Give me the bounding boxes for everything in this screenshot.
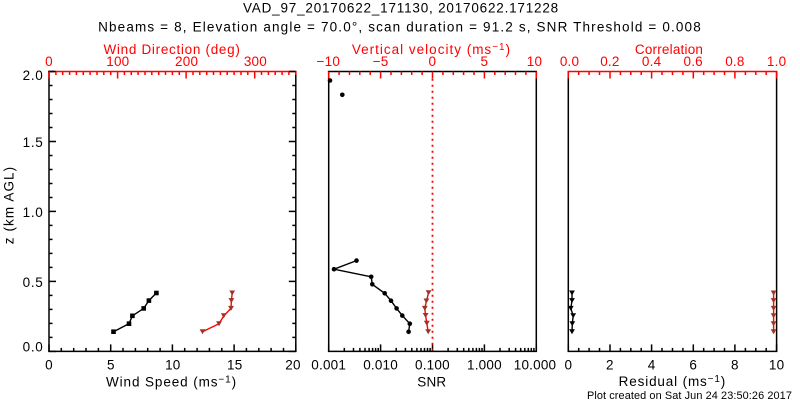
svg-text:300: 300 — [244, 54, 267, 69]
svg-text:0: 0 — [564, 358, 572, 373]
svg-text:4: 4 — [648, 358, 656, 373]
svg-text:2.0: 2.0 — [23, 68, 44, 83]
svg-text:SNR: SNR — [417, 375, 446, 390]
svg-text:5: 5 — [107, 358, 115, 373]
svg-text:10.000: 10.000 — [514, 358, 557, 373]
svg-text:0.6: 0.6 — [684, 54, 703, 69]
svg-text:−10: −10 — [317, 54, 341, 69]
svg-text:200: 200 — [175, 54, 198, 69]
svg-text:0: 0 — [429, 54, 437, 69]
svg-text:10: 10 — [527, 54, 542, 69]
svg-text:0.0: 0.0 — [560, 54, 579, 69]
svg-text:100: 100 — [106, 54, 129, 69]
svg-text:z (km AGL): z (km AGL) — [2, 166, 17, 245]
svg-text:0: 0 — [45, 54, 53, 69]
svg-text:1.0: 1.0 — [767, 54, 786, 69]
svg-text:Plot created on Sat Jun 24 23:: Plot created on Sat Jun 24 23:50:26 2017 — [587, 390, 792, 400]
svg-text:VAD_97_20170622_171130, 201706: VAD_97_20170622_171130, 20170622.171228 — [243, 1, 559, 16]
svg-text:1.0: 1.0 — [23, 205, 44, 220]
svg-text:5: 5 — [481, 54, 489, 69]
svg-text:Vertical velocity (ms−1): Vertical velocity (ms−1) — [352, 42, 511, 57]
svg-text:0.010: 0.010 — [363, 358, 398, 373]
svg-text:10: 10 — [769, 358, 784, 373]
svg-text:0.5: 0.5 — [23, 275, 44, 290]
svg-text:−5: −5 — [373, 54, 389, 69]
svg-text:Residual (ms−1): Residual (ms−1) — [619, 374, 726, 389]
svg-text:Wind Speed (ms−1): Wind Speed (ms−1) — [106, 375, 237, 390]
svg-text:Wind Direction (deg): Wind Direction (deg) — [103, 42, 240, 57]
svg-text:0.001: 0.001 — [311, 358, 346, 373]
svg-text:Correlation: Correlation — [635, 42, 703, 57]
svg-text:0.4: 0.4 — [642, 54, 662, 69]
svg-text:0.100: 0.100 — [415, 358, 450, 373]
svg-text:15: 15 — [227, 358, 242, 373]
svg-text:1.5: 1.5 — [23, 135, 44, 150]
svg-text:Nbeams = 8, Elevation angle =: Nbeams = 8, Elevation angle = 70.0°, sca… — [98, 20, 702, 35]
svg-text:0.2: 0.2 — [600, 54, 619, 69]
svg-text:2: 2 — [606, 358, 614, 373]
svg-text:0: 0 — [45, 358, 53, 373]
svg-text:6: 6 — [689, 358, 697, 373]
svg-text:10: 10 — [165, 358, 180, 373]
svg-text:20: 20 — [285, 358, 300, 373]
svg-text:8: 8 — [731, 358, 739, 373]
svg-text:1.000: 1.000 — [467, 358, 502, 373]
svg-text:0.0: 0.0 — [23, 340, 44, 355]
svg-text:0.8: 0.8 — [725, 54, 744, 69]
